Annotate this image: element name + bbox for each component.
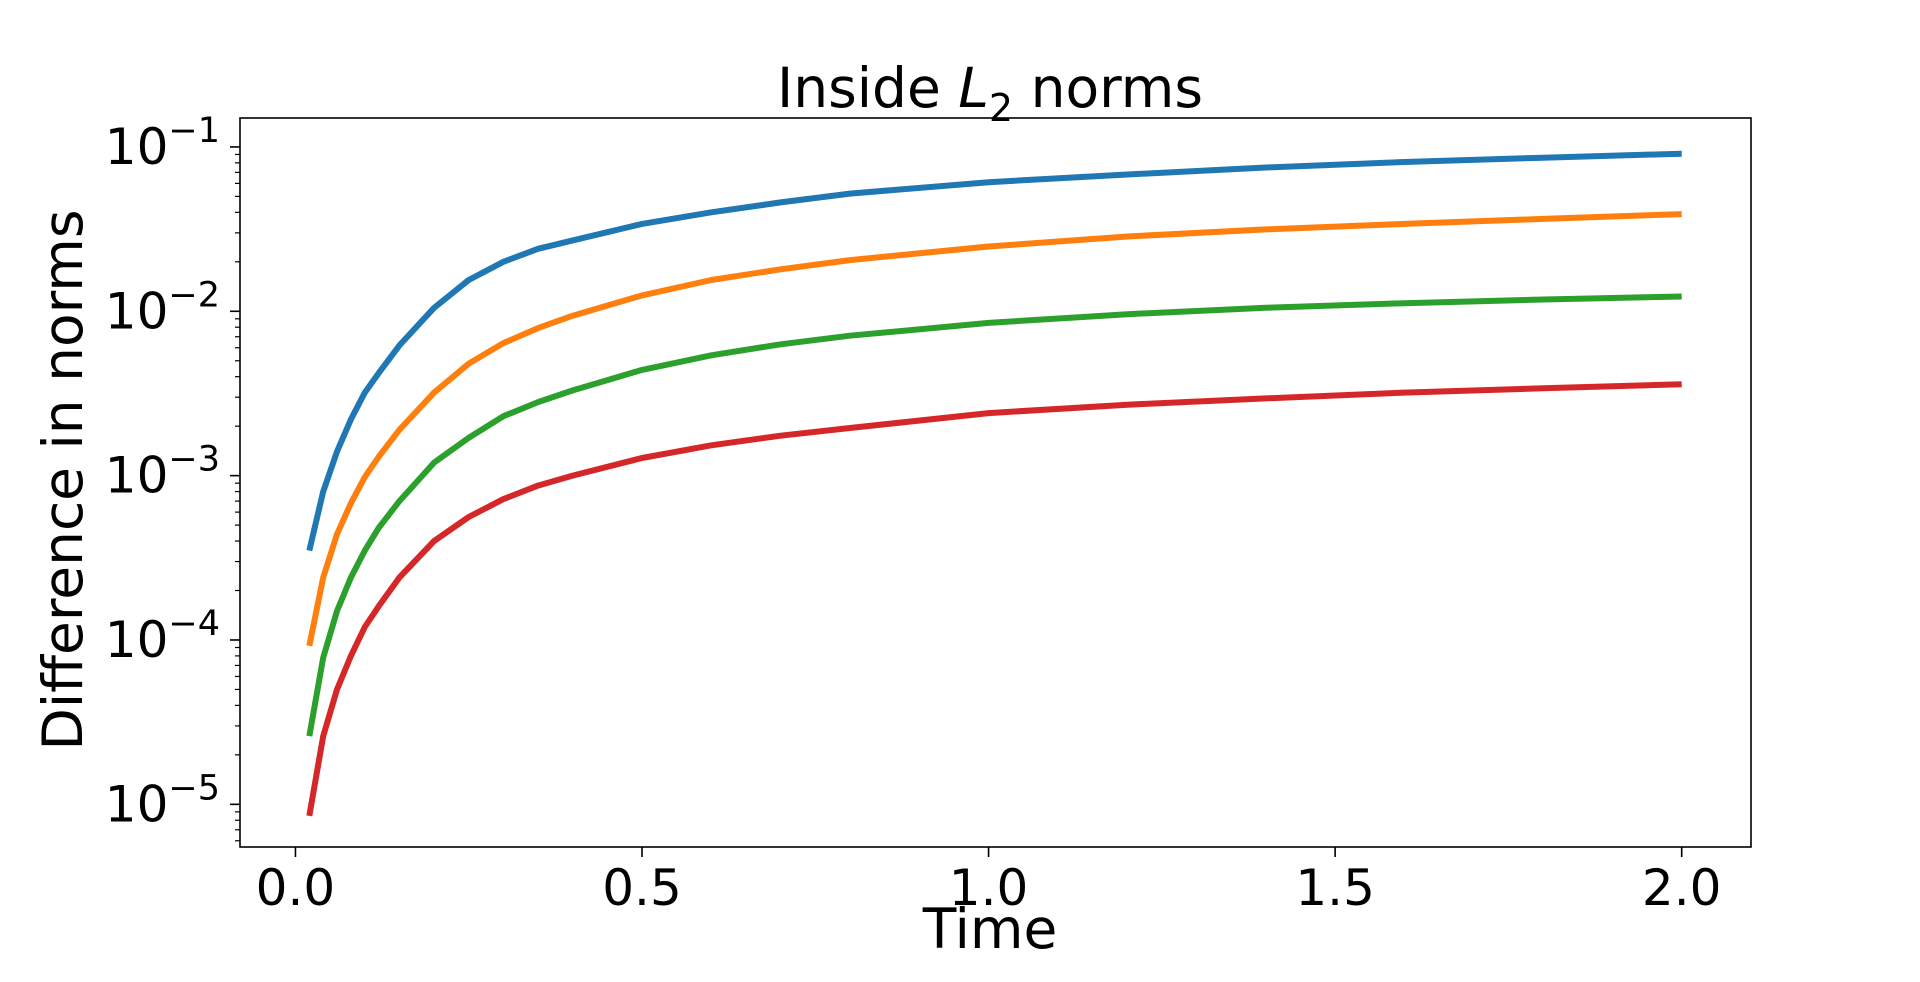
x-tick-label: 1.5 — [1295, 859, 1375, 917]
y-tick-label: 10−3 — [105, 440, 220, 505]
chart-title-prefix: Inside — [777, 56, 958, 120]
chart-title-symbol: L — [958, 56, 989, 120]
series-layer — [306, 150, 1682, 817]
chart-title-suffix: norms — [1013, 56, 1203, 120]
series-line-1 — [306, 150, 1682, 552]
x-tick-label: 0.5 — [602, 859, 682, 917]
y-axis-label: Difference in norms — [31, 209, 95, 750]
x-axis-label: Time — [922, 897, 1058, 961]
plot-area — [239, 117, 1752, 848]
x-tick-label: 1.0 — [949, 859, 1029, 917]
y-axis-ticks: 10−1 10−2 10−3 10−4 10−5 — [105, 111, 240, 842]
y-tick-label: 10−4 — [105, 604, 220, 669]
y-tick-label: 10−5 — [105, 768, 220, 833]
x-axis-ticks: 0.0 0.5 1.0 1.5 2.0 — [256, 847, 1722, 917]
series-line-4 — [306, 381, 1682, 817]
x-tick-label: 2.0 — [1642, 859, 1722, 917]
series-line-3 — [306, 293, 1682, 737]
chart-title: Inside L2 norms — [777, 56, 1203, 130]
series-line-2 — [306, 211, 1682, 647]
y-tick-label: 10−2 — [105, 275, 220, 340]
x-tick-label: 0.0 — [256, 859, 336, 917]
y-tick-label: 10−1 — [105, 111, 220, 176]
chart-title-subscript: 2 — [989, 86, 1013, 130]
